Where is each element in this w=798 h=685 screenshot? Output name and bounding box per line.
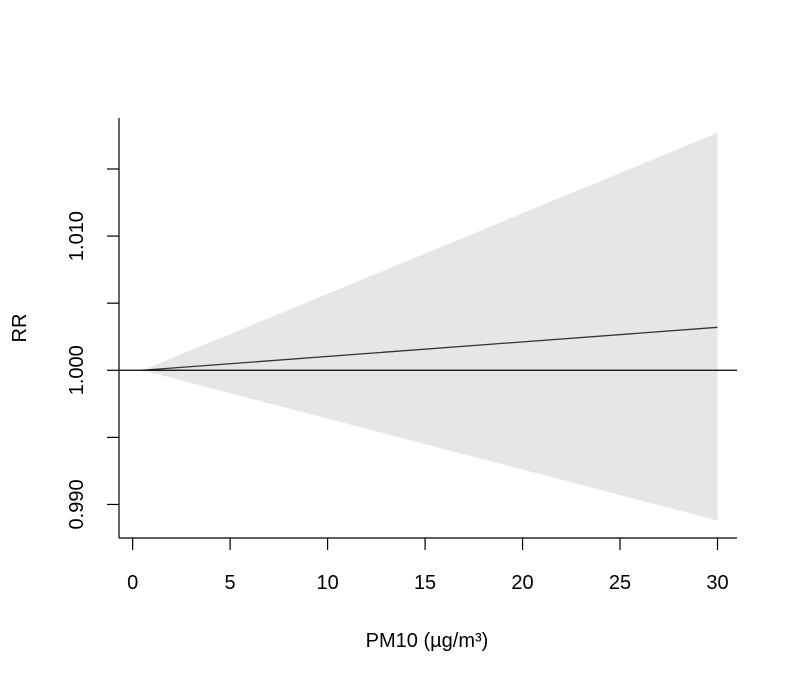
x-tick-label: 0 [127,572,138,594]
rr-estimate-line [142,326,718,371]
x-axis-label: PM10 (µg/m³) [366,630,489,652]
axes: 0.990 1.000 1.010 0 5 10 15 20 25 30 [66,118,737,594]
series-layer [119,326,737,371]
confidence-band-layer [142,132,718,521]
y-tick-label: 1.010 [66,211,88,261]
x-tick-label: 30 [706,572,728,594]
y-axis-label: RR [9,314,31,343]
x-tick-label: 20 [511,572,533,594]
y-tick-label: 0.990 [66,479,88,529]
confidence-band [142,132,718,521]
x-tick-label: 5 [225,572,236,594]
x-tick-label: 15 [414,572,436,594]
x-tick-label: 25 [609,572,631,594]
y-tick-label: 1.000 [66,345,88,395]
x-tick-label: 10 [316,572,338,594]
